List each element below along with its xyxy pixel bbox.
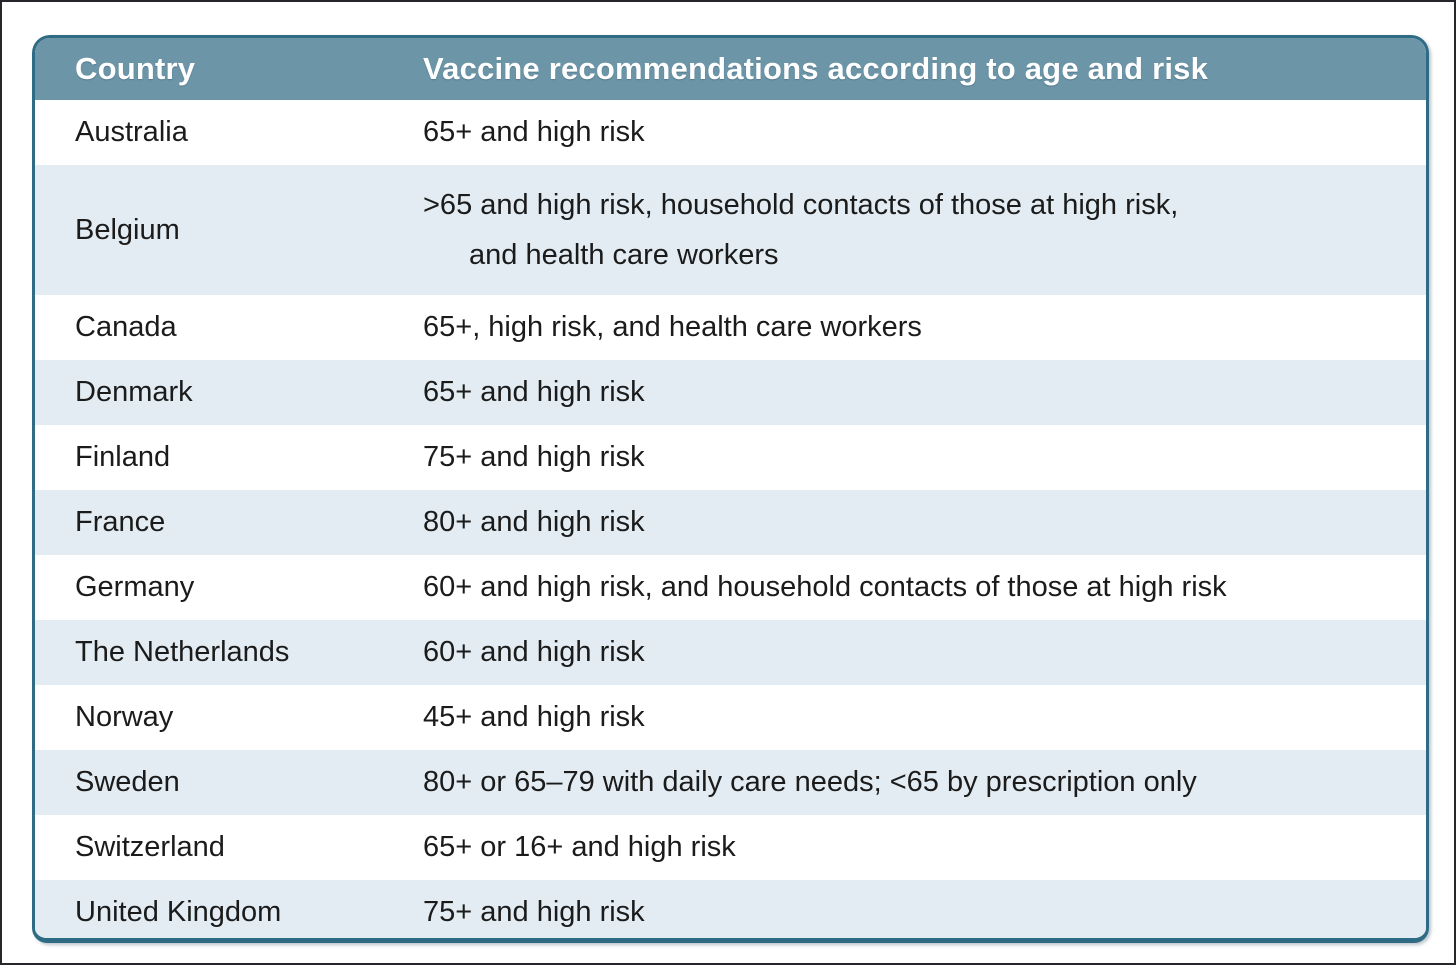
table-row-germany: Germany 60+ and high risk, and household… <box>35 555 1426 620</box>
vaccine-recommendations-table: Country Vaccine recommendations accordin… <box>32 35 1429 943</box>
country-cell: France <box>75 506 166 538</box>
table-row-denmark: Denmark 65+ and high risk <box>35 360 1426 425</box>
recommendation-cell: 75+ and high risk <box>423 441 645 473</box>
country-cell: Switzerland <box>75 831 225 863</box>
recommendation-cell: 80+ or 65–79 with daily care needs; <65 … <box>423 766 1197 798</box>
country-cell: Norway <box>75 701 174 733</box>
table-row-sweden: Sweden 80+ or 65–79 with daily care need… <box>35 750 1426 815</box>
table-header-row: Country Vaccine recommendations accordin… <box>35 38 1426 100</box>
country-cell: Australia <box>75 116 188 148</box>
country-cell: Germany <box>75 571 195 603</box>
country-cell: The Netherlands <box>75 636 290 668</box>
country-cell: United Kingdom <box>75 896 282 928</box>
recommendation-cell: 65+, high risk, and health care workers <box>423 311 922 343</box>
recommendation-line-1: >65 and high risk, household contacts of… <box>423 189 1179 221</box>
recommendation-cell: 65+ and high risk <box>423 376 645 408</box>
recommendation-cell: 45+ and high risk <box>423 701 645 733</box>
column-header-country: Country <box>75 51 196 86</box>
column-header-recommendations: Vaccine recommendations according to age… <box>423 51 1209 86</box>
table-row-france: France 80+ and high risk <box>35 490 1426 555</box>
country-cell: Sweden <box>75 766 180 798</box>
table-row-norway: Norway 45+ and high risk <box>35 685 1426 750</box>
table-row-belgium: Belgium >65 and high risk, household con… <box>35 165 1426 295</box>
recommendation-cell: 65+ or 16+ and high risk <box>423 831 736 863</box>
table-row-australia: Australia 65+ and high risk <box>35 100 1426 165</box>
table-row-netherlands: The Netherlands 60+ and high risk <box>35 620 1426 685</box>
recommendation-line-2: and health care workers <box>469 239 779 271</box>
recommendation-cell: >65 and high risk, household contacts of… <box>423 180 1426 280</box>
recommendation-cell: 60+ and high risk <box>423 636 645 668</box>
table-row-finland: Finland 75+ and high risk <box>35 425 1426 490</box>
recommendation-cell: 75+ and high risk <box>423 896 645 928</box>
table-row-canada: Canada 65+, high risk, and health care w… <box>35 295 1426 360</box>
recommendation-cell: 60+ and high risk, and household contact… <box>423 571 1227 603</box>
country-cell: Canada <box>75 311 177 343</box>
recommendation-cell: 80+ and high risk <box>423 506 645 538</box>
country-cell: Denmark <box>75 376 193 408</box>
table-row-united-kingdom: United Kingdom 75+ and high risk <box>35 880 1426 938</box>
table-row-switzerland: Switzerland 65+ or 16+ and high risk <box>35 815 1426 880</box>
country-cell: Belgium <box>75 213 180 246</box>
country-cell: Finland <box>75 441 171 473</box>
recommendation-cell: 65+ and high risk <box>423 116 645 148</box>
